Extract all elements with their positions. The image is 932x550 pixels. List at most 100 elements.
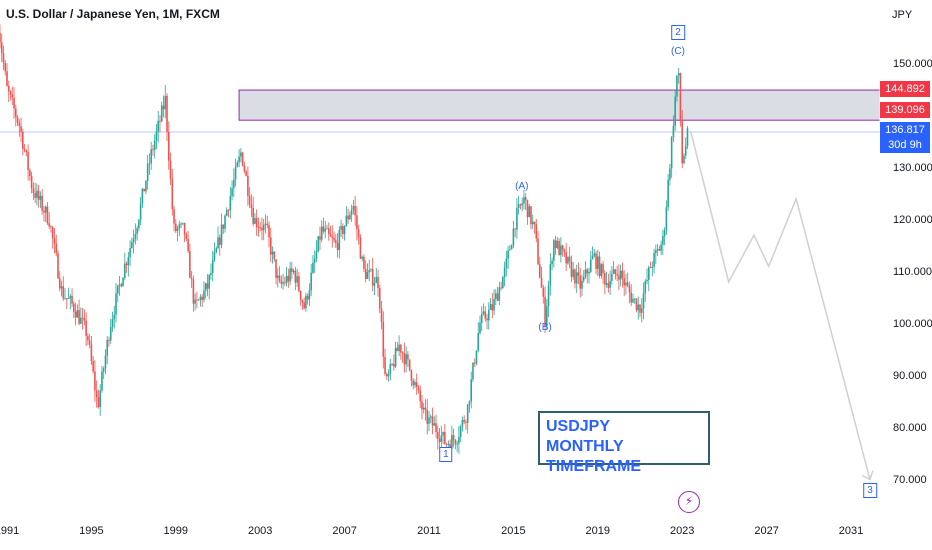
candle-body [415,382,418,387]
candle-body [391,363,393,365]
candle-body [276,275,279,278]
candle-body [565,251,567,264]
candle-body [509,249,511,251]
candle-body [428,417,430,424]
candle-body [127,257,130,266]
candle-body [588,271,590,274]
candle-body [308,290,311,300]
candle-body [182,222,184,224]
wave-label-c[interactable]: (C) [671,46,685,58]
wave-label-2[interactable]: 2 [671,25,685,41]
wave-label-a[interactable]: (A) [515,181,529,193]
timeframe-note-box[interactable]: USDJPY MONTHLY TIMEFRAME [538,411,710,475]
candle-body [99,390,101,408]
candle-body [224,215,226,229]
candle-body [335,240,337,243]
resistance-zone[interactable] [238,89,881,121]
candle-body [120,284,123,287]
wave-label-1[interactable]: 1 [439,446,453,462]
candle-body [611,273,613,281]
candle-body [29,170,31,176]
candle-body [591,255,594,260]
candle-body [30,175,33,189]
candle-body [356,215,358,230]
candle-body [493,298,495,311]
candle-body [649,267,652,269]
candle-body [642,293,645,309]
candle-body [623,278,625,286]
candle-body [81,317,84,319]
candle-body [257,227,260,229]
candle-body [44,206,47,213]
candle-body [185,234,188,239]
candle-body [361,256,363,259]
candle-body [366,272,369,279]
candle-body [7,86,10,92]
candle-body [143,188,145,192]
candle-body [484,311,487,319]
candle-body [665,207,668,231]
candle-body [319,236,321,240]
candle-body [556,240,559,249]
candle-body [487,309,490,321]
candle-body [13,97,15,109]
projection-arrowhead [861,470,874,481]
candle-body [451,435,453,450]
candle-body [322,226,325,232]
candle-body [292,270,295,273]
candle-body [155,131,158,141]
candle-body [150,149,152,164]
candle-body [6,71,8,87]
candle-body [2,53,5,63]
candles [0,24,689,454]
wave-label-b[interactable]: (B) [538,321,552,333]
candle-body [159,120,161,122]
candle-body [0,32,1,43]
candle-body [684,146,687,156]
candle-body [477,333,480,351]
candle-body [581,280,583,289]
candle-body [87,335,89,341]
candle-body [495,293,497,299]
projection-path[interactable] [689,130,871,480]
candle-body [220,224,223,245]
candle-body [669,168,671,180]
candle-body [241,152,244,166]
candle-body [382,321,385,357]
candle-body [275,259,277,278]
y-axis-tick-label: 70.000 [893,473,927,486]
candle-body [305,295,307,309]
candle-body [579,275,582,289]
candle-body [211,259,214,274]
candle-body [69,296,72,299]
candle-body [48,223,50,227]
candle-body [595,253,597,269]
candle-body [215,248,218,253]
candle-body [672,125,675,138]
candle-body [101,371,103,391]
candle-body [132,238,135,243]
candle-body [152,149,154,151]
candle-body [407,354,409,360]
candle-body [32,188,35,194]
candle-body [466,404,469,423]
candle-body [153,140,156,151]
candle-body [320,226,323,240]
candle-body [187,238,189,252]
candle-body [431,416,434,426]
candle-body [647,267,650,280]
candle-body [350,209,353,215]
candle-body [167,131,170,161]
wave-label-3[interactable]: 3 [863,482,877,498]
candle-body [530,206,532,225]
candle-body [280,280,283,284]
chart-title: U.S. Dollar / Japanese Yen, 1M, FXCM [6,7,220,21]
candle-body [421,401,423,410]
lightning-icon[interactable]: ⚡ [678,491,700,513]
candle-body [88,340,91,345]
candle-body [312,262,314,273]
candle-body [589,259,592,272]
candle-body [34,193,36,198]
candle-body [472,362,474,380]
